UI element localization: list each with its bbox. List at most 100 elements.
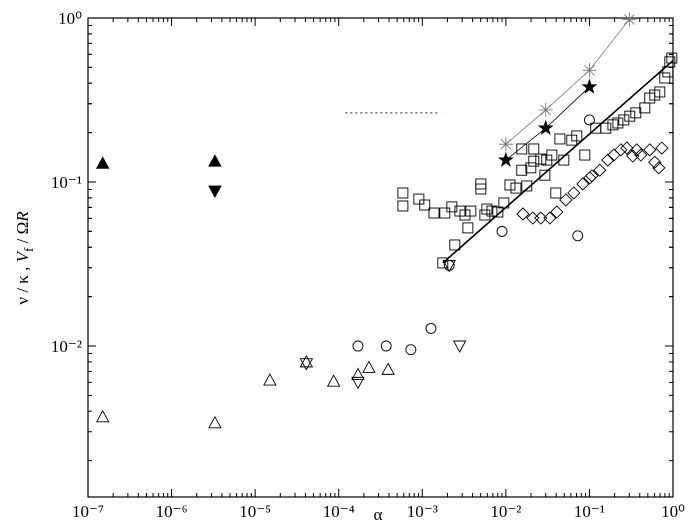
data-point — [299, 358, 314, 371]
y-label-part: ν / κ , — [13, 262, 32, 304]
data-point — [618, 114, 630, 126]
series-line — [505, 19, 630, 145]
data-point — [439, 207, 451, 219]
data-point — [497, 151, 514, 167]
data-point — [583, 114, 595, 126]
data-point — [419, 199, 431, 211]
data-point — [351, 367, 365, 380]
data-point — [397, 187, 409, 199]
data-point — [535, 153, 547, 165]
data-point — [510, 182, 522, 194]
data-point — [299, 354, 314, 368]
data-point — [614, 143, 628, 157]
data-point — [534, 211, 548, 225]
data-point — [630, 143, 644, 157]
x-tick-label: 10⁻¹ — [574, 502, 605, 521]
data-point — [397, 200, 409, 212]
data-point — [263, 373, 277, 386]
data-point — [452, 340, 467, 353]
data-point — [208, 154, 222, 167]
data-point — [539, 169, 551, 181]
x-axis-label: α — [374, 505, 383, 524]
data-point — [496, 225, 508, 237]
data-point — [541, 154, 553, 166]
x-tick-label: 10⁻³ — [407, 502, 438, 521]
data-point — [582, 63, 597, 78]
data-point — [380, 340, 392, 352]
data-point — [600, 122, 612, 134]
data-point — [601, 153, 615, 167]
data-point — [516, 164, 528, 176]
data-point — [607, 148, 621, 162]
data-point — [326, 374, 341, 387]
y-tick-label: 10⁰ — [58, 9, 82, 28]
x-tick-label: 10⁻² — [490, 502, 521, 521]
y-label-part: V — [13, 249, 32, 262]
y-axis-label: ν / κ , Vf / ΩR — [13, 211, 36, 305]
data-point — [654, 86, 666, 98]
data-point — [449, 239, 461, 251]
data-point — [554, 133, 566, 145]
data-point — [528, 143, 540, 155]
data-point — [550, 205, 564, 219]
y-label-part: f — [21, 247, 36, 252]
series-line — [505, 86, 590, 161]
data-point — [352, 340, 364, 352]
data-point — [504, 179, 516, 191]
data-point — [593, 163, 607, 177]
x-tick-label: 10⁻⁶ — [156, 502, 188, 521]
data-point — [525, 162, 537, 174]
data-point — [362, 360, 376, 373]
data-point — [492, 206, 504, 218]
data-point — [521, 180, 533, 192]
data-point — [481, 203, 493, 215]
data-point — [528, 155, 540, 167]
data-point — [639, 102, 651, 114]
data-point — [437, 257, 449, 269]
data-point — [446, 201, 458, 213]
x-tick-label: 10⁻⁵ — [239, 502, 271, 521]
data-point — [498, 137, 513, 152]
data-point — [462, 222, 474, 234]
data-point — [571, 130, 583, 142]
data-point — [652, 161, 666, 175]
data-point — [537, 119, 554, 135]
data-point — [459, 209, 471, 221]
data-point — [630, 107, 642, 119]
data-point — [208, 415, 222, 429]
data-point — [425, 322, 437, 334]
data-point — [581, 78, 598, 94]
y-label-part: R — [13, 211, 32, 223]
data-point — [622, 12, 637, 27]
data-point — [583, 171, 597, 185]
data-point — [443, 259, 455, 271]
data-point — [465, 205, 477, 217]
data-point — [550, 187, 562, 199]
data-point — [664, 56, 676, 68]
x-tick-label: 10⁰ — [661, 502, 685, 521]
y-label-part: / Ω — [13, 222, 32, 248]
data-point — [475, 183, 487, 195]
data-point — [666, 52, 678, 64]
data-point — [643, 143, 657, 157]
data-point — [579, 149, 591, 161]
data-point — [498, 197, 510, 209]
series-line — [442, 59, 674, 264]
data-point — [648, 155, 662, 169]
data-point — [612, 117, 624, 129]
data-point — [95, 156, 110, 169]
y-tick-label: 10⁻¹ — [51, 173, 82, 192]
plot-frame — [87, 17, 674, 498]
data-point — [538, 102, 553, 117]
x-tick-label: 10⁻⁷ — [72, 502, 104, 521]
x-tick-label: 10⁻⁴ — [323, 502, 355, 521]
data-point — [95, 409, 110, 423]
data-point — [428, 207, 440, 219]
data-point — [479, 209, 491, 221]
data-point — [659, 72, 671, 84]
data-point — [413, 193, 425, 205]
data-point — [634, 148, 648, 162]
data-point — [572, 230, 584, 242]
